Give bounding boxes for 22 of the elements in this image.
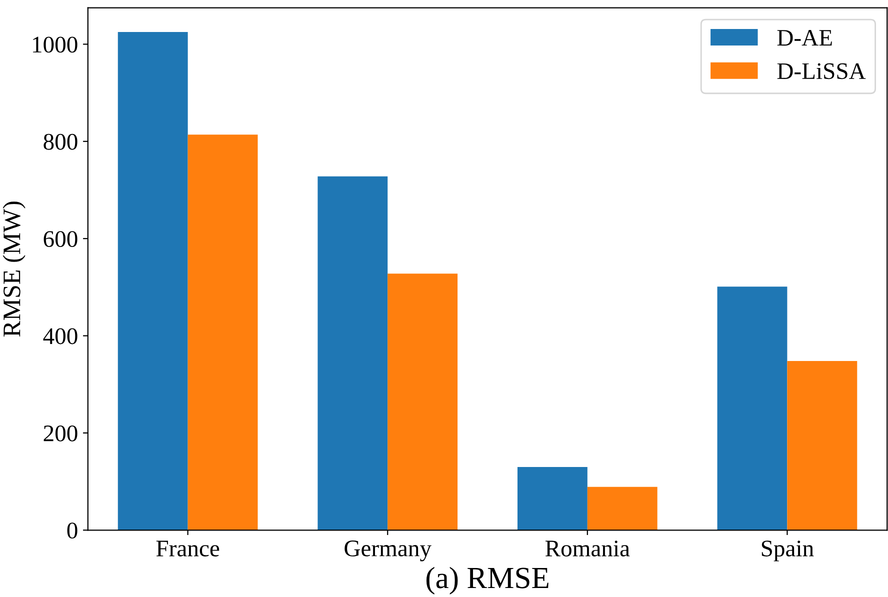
y-tick-label: 600 — [44, 231, 78, 247]
x-tick-label: France — [156, 540, 220, 556]
bar — [787, 361, 858, 530]
x-axis-title: (a) RMSE — [426, 566, 548, 595]
bar — [717, 286, 788, 530]
y-tick-label: 400 — [43, 328, 78, 344]
x-tick-label: Spain — [762, 540, 814, 562]
y-tick-label: 0 — [67, 522, 78, 539]
bar — [517, 466, 588, 530]
y-axis-title: RMSE (MW) — [2, 202, 26, 337]
y-tick-label: 1000 — [33, 36, 78, 53]
bar — [318, 176, 388, 530]
legend-label: D-AE — [777, 30, 832, 46]
legend-label: D-LiSSA — [777, 63, 866, 80]
bar — [388, 274, 458, 530]
y-tick-label: 200 — [44, 425, 78, 442]
bar — [188, 134, 258, 530]
y-tick-label: 800 — [44, 134, 78, 150]
x-tick-label: Romania — [545, 540, 630, 556]
bar — [587, 486, 658, 530]
x-tick-label: Germany — [344, 540, 432, 562]
bar — [118, 32, 188, 530]
